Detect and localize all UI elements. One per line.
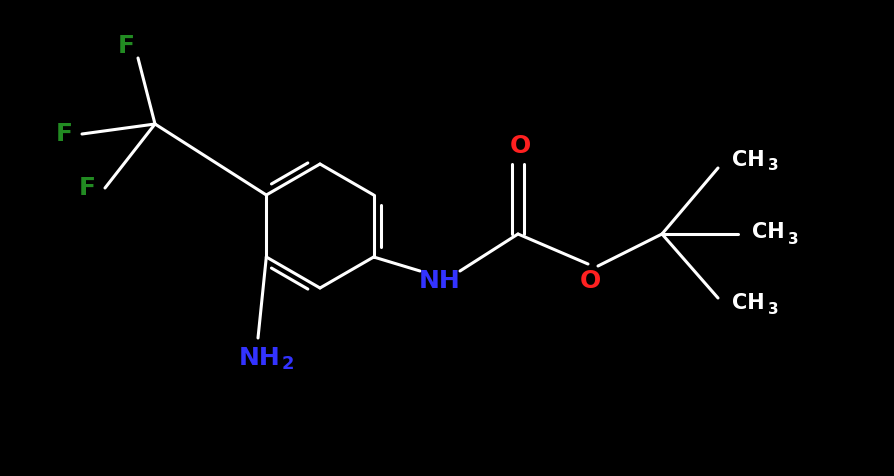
Text: F: F [79, 176, 96, 200]
Text: F: F [117, 34, 134, 58]
Text: O: O [509, 134, 530, 158]
Text: CH: CH [751, 222, 783, 242]
Text: 3: 3 [767, 159, 778, 173]
Text: NH: NH [418, 269, 460, 293]
Text: CH: CH [731, 293, 763, 313]
Text: CH: CH [731, 150, 763, 170]
Text: 3: 3 [767, 301, 778, 317]
Text: 2: 2 [282, 355, 294, 373]
Text: O: O [578, 269, 600, 293]
Text: 3: 3 [787, 231, 797, 247]
Text: F: F [55, 122, 72, 146]
Text: NH: NH [239, 346, 281, 370]
